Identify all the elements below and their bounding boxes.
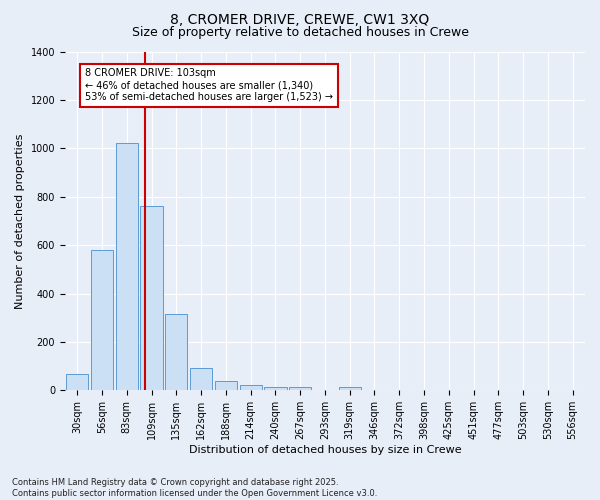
Text: 8 CROMER DRIVE: 103sqm
← 46% of detached houses are smaller (1,340)
53% of semi-: 8 CROMER DRIVE: 103sqm ← 46% of detached… (85, 68, 333, 102)
Y-axis label: Number of detached properties: Number of detached properties (15, 133, 25, 308)
Text: Size of property relative to detached houses in Crewe: Size of property relative to detached ho… (131, 26, 469, 39)
Bar (165, 314, 187, 390)
Text: 8, CROMER DRIVE, CREWE, CW1 3XQ: 8, CROMER DRIVE, CREWE, CW1 3XQ (170, 12, 430, 26)
Bar (338, 386, 361, 390)
X-axis label: Distribution of detached houses by size in Crewe: Distribution of detached houses by size … (188, 445, 461, 455)
Bar (116, 144, 138, 390)
Bar (91, 250, 113, 390)
Bar (66, 374, 88, 390)
Bar (289, 388, 311, 390)
Bar (215, 381, 237, 390)
Bar (190, 368, 212, 390)
Bar (264, 386, 287, 390)
Bar (140, 206, 163, 390)
Bar (239, 385, 262, 390)
Text: Contains HM Land Registry data © Crown copyright and database right 2025.
Contai: Contains HM Land Registry data © Crown c… (12, 478, 377, 498)
